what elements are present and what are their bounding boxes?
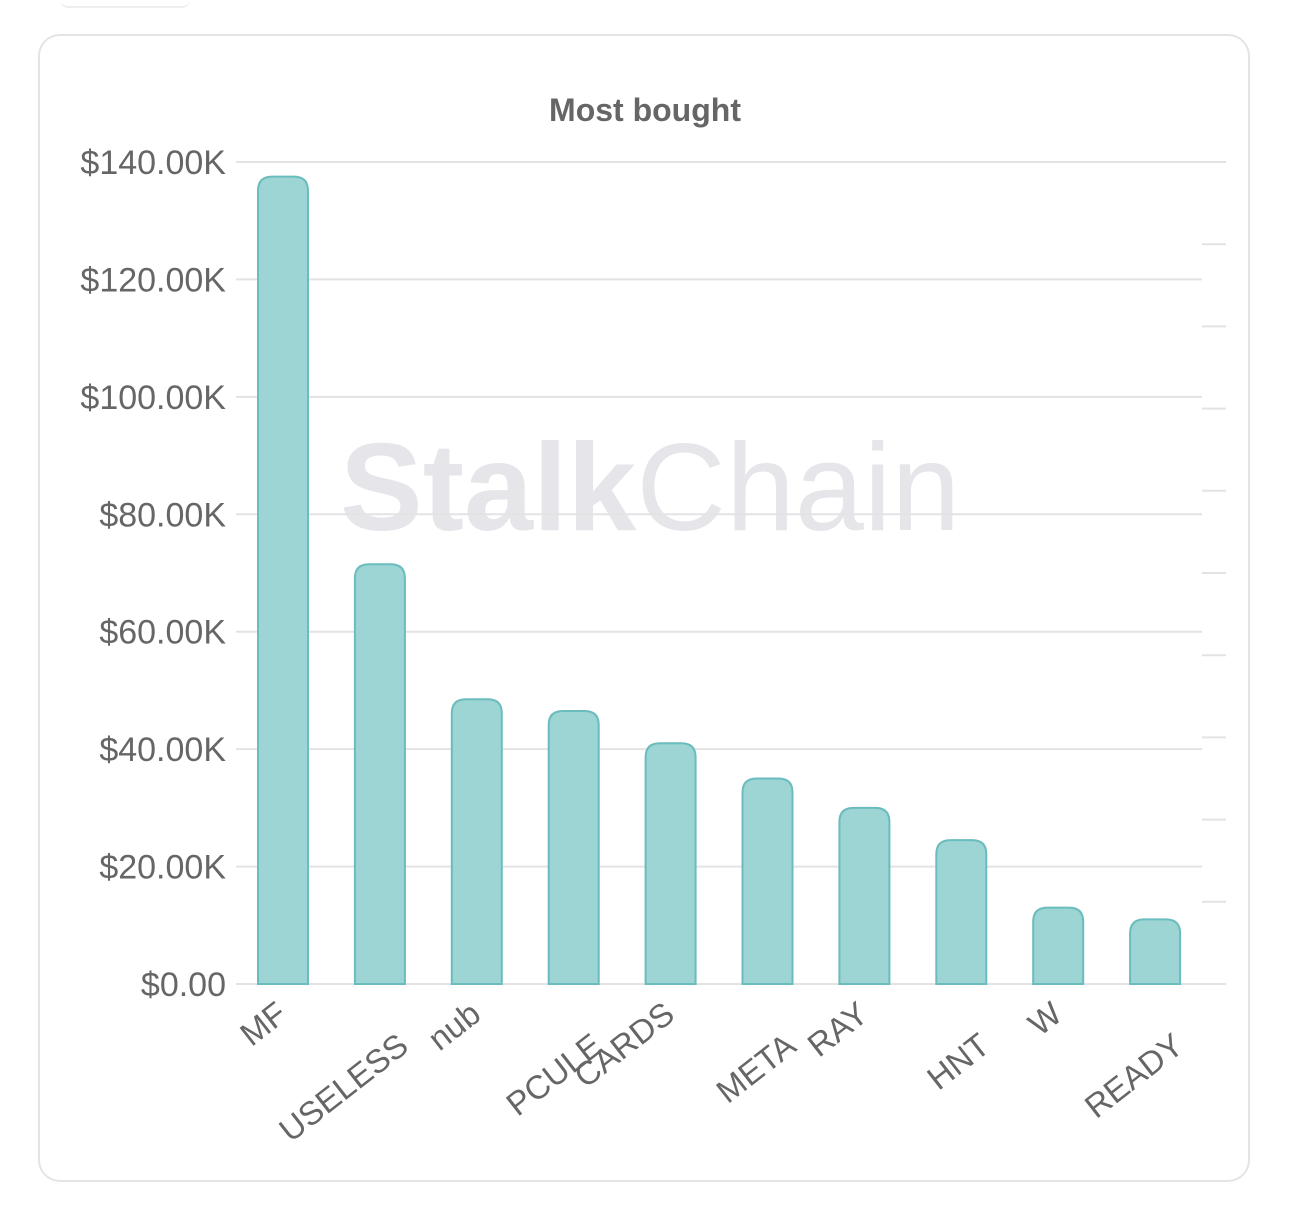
x-tick-label: HNT <box>920 1026 996 1097</box>
svg-text:StalkChain: StalkChain <box>340 419 960 557</box>
y-tick-label: $20.00K <box>99 849 226 887</box>
bar-ready[interactable] <box>1129 918 1182 985</box>
right-minor-ticks <box>1202 243 1226 903</box>
x-tick-label: RAY <box>800 994 874 1063</box>
x-tick-label: W <box>1021 994 1069 1043</box>
top-edge-sliver <box>60 0 190 8</box>
bar-pcule[interactable] <box>547 709 600 985</box>
bar-w[interactable] <box>1032 906 1085 985</box>
y-tick-label: $80.00K <box>99 496 226 534</box>
stalkchain-watermark: StalkChain <box>340 419 960 557</box>
bar-cards[interactable] <box>644 742 697 985</box>
chart-card <box>38 34 1250 1182</box>
y-tick-label: $100.00K <box>80 379 226 417</box>
x-tick-label: USELESS <box>272 1026 415 1149</box>
x-tick-label: MF <box>233 994 293 1052</box>
y-tick-label: $140.00K <box>80 144 226 182</box>
x-tick-label: nub <box>421 994 487 1057</box>
bar-nub[interactable] <box>450 698 503 985</box>
y-tick-label: $120.00K <box>80 261 226 299</box>
bar-useless[interactable] <box>353 563 406 985</box>
bar-ray[interactable] <box>838 806 891 985</box>
y-axis-ticks: $0.00 $20.00K $40.00K $60.00K $80.00K $100.00… <box>80 144 226 1004</box>
watermark-part2: Chain <box>636 419 960 557</box>
bar-hnt[interactable] <box>935 839 988 985</box>
y-tick-label: $0.00 <box>141 966 226 1004</box>
x-tick-label: READY <box>1078 1026 1190 1125</box>
y-tick-label: $60.00K <box>99 614 226 652</box>
x-tick-label: META <box>709 1026 802 1110</box>
chart-title: Most bought <box>549 92 741 128</box>
bars <box>257 175 1182 985</box>
bar-meta[interactable] <box>741 777 794 985</box>
watermark-part1: Stalk <box>340 419 637 557</box>
y-tick-label: $40.00K <box>99 731 226 769</box>
bar-mf[interactable] <box>257 175 309 985</box>
